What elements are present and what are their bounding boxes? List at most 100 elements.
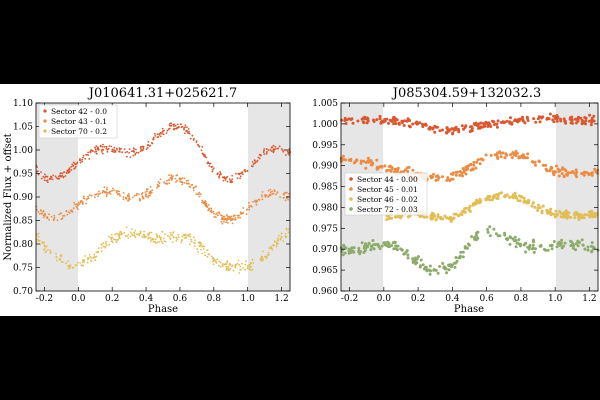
data-point bbox=[538, 120, 542, 124]
data-point bbox=[77, 208, 79, 211]
left-data-points bbox=[35, 122, 291, 274]
y-tick-label: 0.75 bbox=[13, 264, 33, 274]
data-point bbox=[186, 126, 188, 128]
data-point bbox=[155, 187, 158, 189]
data-point bbox=[560, 238, 564, 242]
data-point bbox=[265, 148, 268, 150]
data-point bbox=[589, 123, 593, 127]
data-point bbox=[366, 159, 370, 163]
data-point bbox=[40, 177, 43, 180]
data-point bbox=[445, 130, 448, 134]
data-point bbox=[48, 213, 50, 216]
data-point bbox=[588, 210, 591, 214]
data-point bbox=[183, 127, 185, 130]
data-point bbox=[522, 243, 526, 247]
data-point bbox=[159, 178, 162, 181]
data-point bbox=[375, 158, 379, 162]
data-point bbox=[177, 233, 180, 236]
data-point bbox=[224, 177, 226, 179]
data-point bbox=[341, 154, 345, 158]
x-tick-label: 0.4 bbox=[139, 294, 154, 304]
data-point bbox=[142, 149, 144, 151]
data-point bbox=[284, 154, 287, 156]
data-point bbox=[93, 255, 96, 257]
data-point bbox=[138, 193, 140, 196]
data-point bbox=[115, 232, 118, 235]
data-point bbox=[172, 232, 175, 234]
data-point bbox=[222, 218, 224, 221]
data-point bbox=[519, 242, 523, 246]
data-point bbox=[370, 245, 374, 249]
data-point bbox=[77, 203, 79, 206]
data-point bbox=[226, 261, 229, 264]
data-point bbox=[167, 235, 169, 237]
data-point bbox=[400, 119, 404, 123]
data-point bbox=[496, 234, 500, 238]
data-point bbox=[231, 178, 234, 181]
data-point bbox=[218, 211, 221, 214]
data-point bbox=[372, 247, 376, 251]
data-point bbox=[414, 256, 417, 260]
data-point bbox=[538, 206, 542, 210]
data-point bbox=[72, 164, 75, 167]
data-point bbox=[111, 240, 113, 243]
y-tick-label: 0.90 bbox=[13, 193, 33, 203]
data-point bbox=[114, 151, 117, 153]
data-point bbox=[553, 215, 557, 219]
data-point bbox=[272, 148, 275, 151]
data-point bbox=[361, 120, 365, 124]
data-point bbox=[429, 269, 433, 273]
data-point bbox=[580, 172, 584, 176]
data-point bbox=[540, 209, 544, 213]
data-point bbox=[380, 165, 384, 169]
data-point bbox=[106, 193, 108, 196]
data-point bbox=[277, 147, 280, 150]
data-point bbox=[147, 141, 150, 143]
data-point bbox=[284, 191, 286, 194]
data-point bbox=[133, 151, 136, 153]
x-tick-label: 0.8 bbox=[514, 294, 529, 304]
data-point bbox=[75, 165, 77, 168]
data-point bbox=[37, 210, 40, 213]
data-point bbox=[99, 145, 102, 148]
data-point bbox=[232, 215, 235, 218]
data-point bbox=[364, 243, 368, 247]
data-point bbox=[65, 262, 67, 265]
data-point bbox=[141, 235, 144, 238]
data-point bbox=[136, 192, 138, 195]
data-point bbox=[537, 160, 541, 164]
data-point bbox=[46, 181, 49, 184]
data-point bbox=[226, 215, 229, 217]
data-point bbox=[162, 130, 165, 133]
data-point bbox=[113, 238, 115, 241]
data-point bbox=[378, 114, 382, 118]
data-point bbox=[231, 181, 234, 183]
data-point bbox=[40, 209, 42, 212]
data-point bbox=[221, 214, 223, 217]
right-axis-ticks: -0.2 0.0 0.2 0.4 0.6 0.8 1.0 1.2 0.960 0.965 0.970… bbox=[312, 99, 598, 304]
data-point bbox=[594, 170, 598, 174]
data-point bbox=[464, 165, 468, 169]
data-point bbox=[530, 204, 534, 208]
data-point bbox=[552, 240, 556, 243]
data-point bbox=[42, 175, 45, 178]
data-point bbox=[126, 150, 129, 153]
data-point bbox=[235, 172, 237, 175]
data-point bbox=[364, 247, 368, 251]
data-point bbox=[156, 235, 159, 238]
left-chart-title: J010641.31+025621.7 bbox=[87, 86, 237, 101]
data-point bbox=[514, 154, 518, 157]
data-point bbox=[217, 264, 220, 267]
data-point bbox=[188, 185, 191, 188]
left-legend-box bbox=[38, 104, 118, 139]
data-point bbox=[200, 149, 203, 152]
data-point bbox=[166, 129, 169, 132]
data-point bbox=[83, 259, 86, 261]
data-point bbox=[454, 256, 458, 259]
data-point bbox=[105, 147, 108, 150]
data-point bbox=[282, 240, 285, 243]
data-point bbox=[169, 231, 172, 234]
data-point bbox=[575, 213, 579, 217]
data-point bbox=[60, 254, 62, 257]
data-point bbox=[142, 147, 145, 150]
